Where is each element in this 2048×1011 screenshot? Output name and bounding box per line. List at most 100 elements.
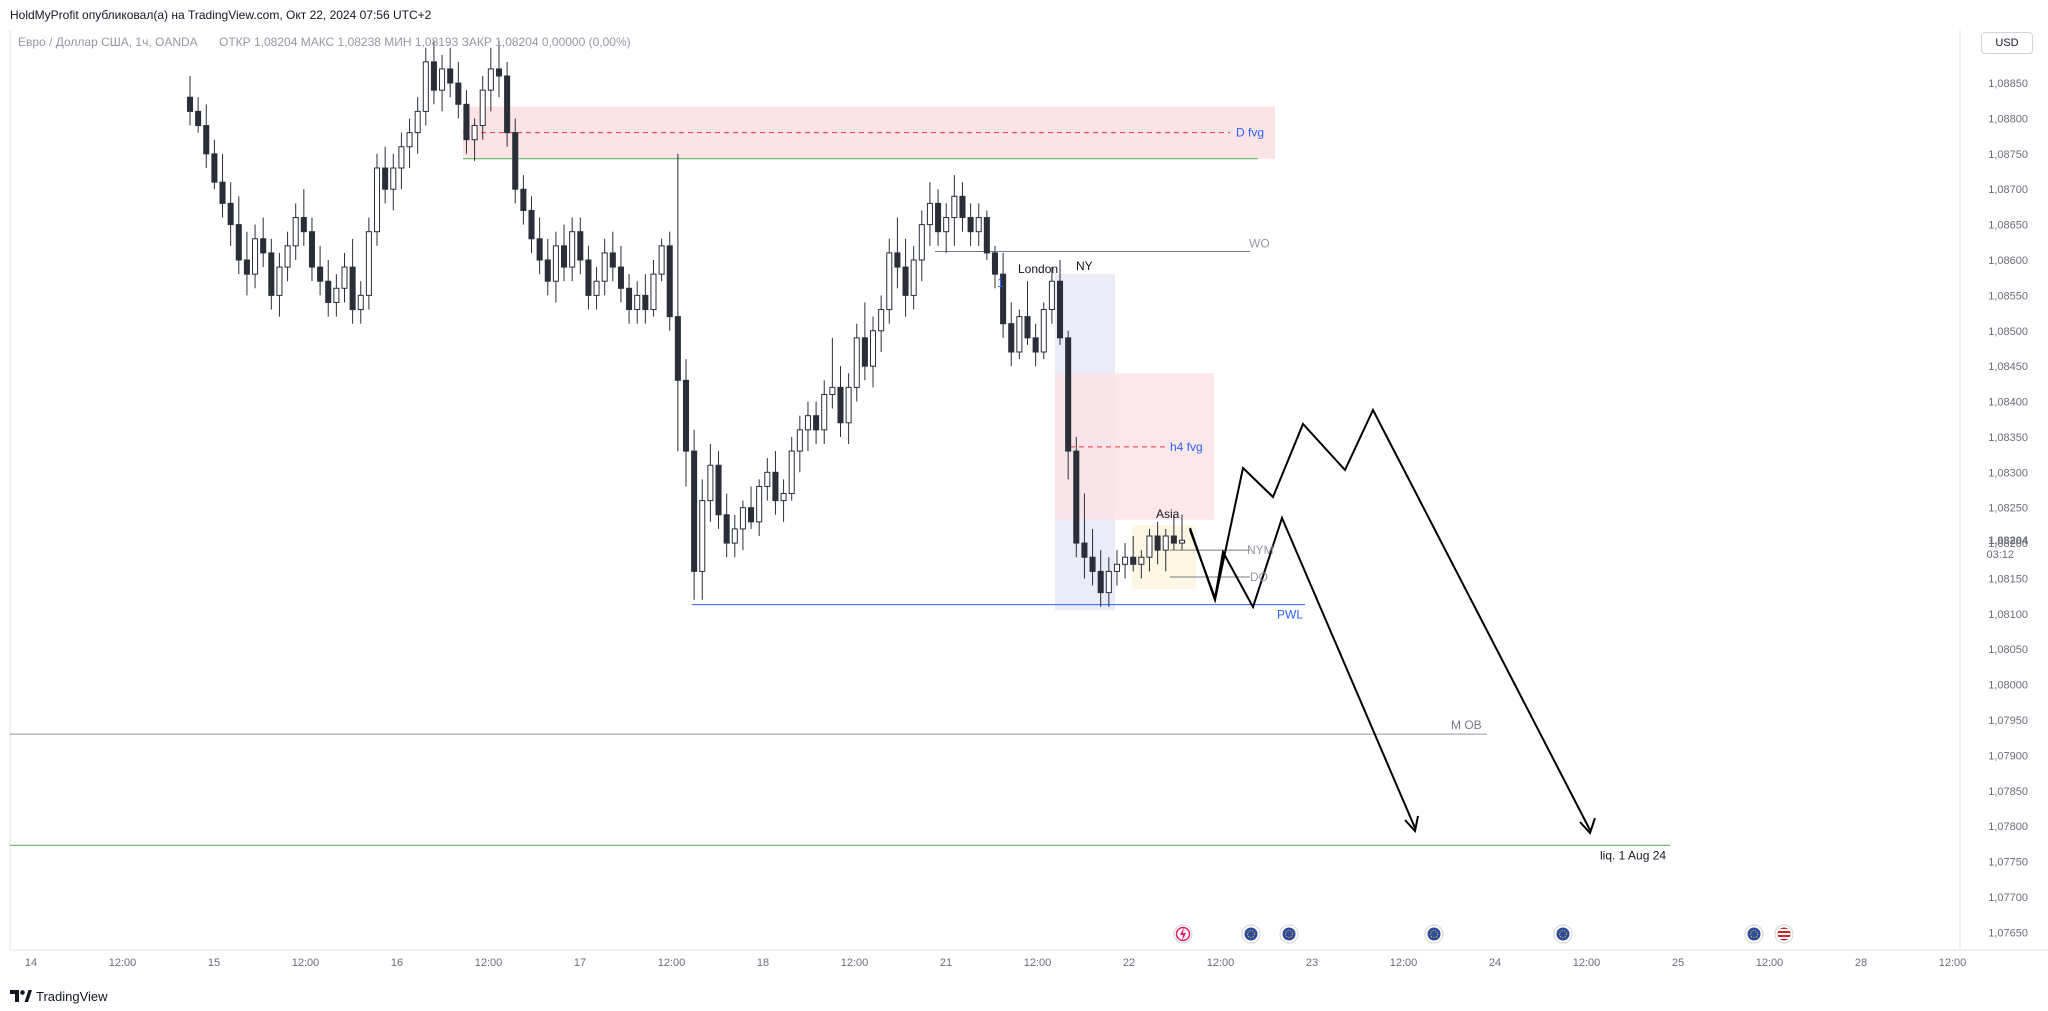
candle	[642, 274, 649, 324]
publisher-header: HoldMyProfit опубликовал(а) на TradingVi…	[0, 0, 2048, 30]
candle	[796, 415, 803, 473]
candle	[935, 189, 942, 246]
candle	[975, 203, 982, 246]
candle	[682, 359, 690, 487]
footer: TradingView	[0, 984, 300, 1008]
eu-flag-icon[interactable]	[1241, 924, 1261, 944]
candle-body	[1032, 337, 1039, 353]
candle-body	[1130, 556, 1137, 565]
m-ob-label: M OB	[1451, 718, 1482, 732]
candle-body	[780, 493, 787, 502]
price-tick-label: 1,08250	[1988, 503, 2028, 515]
candle	[414, 97, 421, 154]
candle-body	[813, 415, 820, 431]
eu-flag-icon[interactable]	[1424, 924, 1444, 944]
candle	[609, 231, 616, 282]
price-tick-label: 1,08650	[1988, 220, 2028, 232]
candle	[780, 479, 787, 522]
nym-label: NYM	[1247, 543, 1274, 557]
candle-body	[845, 386, 852, 424]
footer-brand: TradingView	[36, 988, 108, 1004]
candle-body	[463, 103, 470, 141]
candle-body	[487, 68, 494, 91]
eu-flag-icon[interactable]	[1744, 924, 1764, 944]
candle-body	[203, 125, 210, 155]
candle-body	[504, 75, 511, 134]
candle	[349, 238, 356, 324]
candle-body	[617, 266, 624, 289]
price-tick-label: 1,08600	[1988, 255, 2028, 267]
candle-body	[1122, 556, 1129, 565]
liq-label: liq. 1 Aug 24	[1600, 848, 1666, 862]
candle-body	[658, 245, 665, 275]
candle-body	[544, 259, 551, 282]
candle-body	[1089, 556, 1096, 572]
candle	[1130, 536, 1137, 572]
candle	[398, 132, 405, 190]
lightning-icon[interactable]	[1173, 924, 1193, 944]
candle-body	[219, 181, 226, 204]
eu-flag-icon[interactable]	[1279, 924, 1299, 944]
candle-body	[439, 68, 446, 91]
time-tick-label: 12:00	[1573, 957, 1601, 969]
time-tick-label: 12:00	[292, 957, 320, 969]
candle	[991, 245, 999, 289]
price-tick-label: 1,08200	[1988, 538, 2028, 550]
price-tick-label: 1,08300	[1988, 467, 2028, 479]
candle-body	[1097, 570, 1104, 594]
projection-path-secondary[interactable]	[1189, 515, 1416, 829]
candle	[748, 486, 755, 529]
candle-body	[878, 309, 885, 332]
candle-body	[365, 231, 372, 296]
candle-body	[918, 224, 925, 261]
candle-body	[260, 238, 267, 254]
candle-body	[1040, 309, 1047, 353]
time-tick-label: 12:00	[1024, 957, 1052, 969]
us-flag-icon[interactable]	[1774, 924, 1794, 944]
candle	[406, 118, 413, 168]
candle-body	[243, 259, 250, 275]
candle	[235, 196, 242, 275]
time-tick-label: 15	[208, 957, 220, 969]
candle-body	[788, 450, 795, 495]
currency-button[interactable]: USD	[1981, 32, 2033, 54]
candle	[430, 40, 437, 105]
price-tick-label: 1,08150	[1988, 573, 2028, 585]
eu-flag-icon[interactable]	[1553, 924, 1573, 944]
candle	[284, 231, 291, 282]
time-tick-label: 28	[1855, 957, 1867, 969]
candle-body	[1138, 556, 1145, 565]
candle	[439, 54, 446, 112]
candle	[845, 373, 852, 444]
candle	[951, 175, 958, 246]
candle	[447, 47, 454, 98]
candle	[943, 203, 950, 253]
candle	[1024, 281, 1031, 345]
candle	[276, 252, 283, 317]
projection-arrowhead-secondary	[1404, 815, 1419, 834]
tradingview-logo-icon	[10, 990, 32, 1002]
candle	[910, 245, 917, 310]
candle	[650, 260, 657, 317]
candle-body	[195, 110, 202, 127]
candle-body	[1016, 316, 1023, 353]
d-fvg-label: D fvg	[1236, 126, 1264, 140]
candle-body	[1024, 316, 1031, 339]
price-tick-label: 1,08700	[1988, 184, 2028, 196]
last-price-label: 1,08204	[1988, 535, 2029, 547]
candle-body	[935, 202, 942, 233]
candle	[561, 224, 568, 282]
candle-body	[357, 294, 364, 311]
time-tick-label: 17	[574, 957, 586, 969]
projection-path-main[interactable]	[1189, 407, 1591, 831]
candle-body	[869, 330, 877, 367]
candle-body	[650, 273, 657, 311]
candle	[601, 238, 608, 296]
candle-body	[235, 224, 242, 261]
candle	[902, 238, 909, 317]
candle-body	[471, 125, 478, 141]
price-tick-label: 1,07750	[1988, 857, 2028, 869]
candle	[764, 458, 771, 501]
price-tick-label: 1,07850	[1988, 786, 2028, 798]
